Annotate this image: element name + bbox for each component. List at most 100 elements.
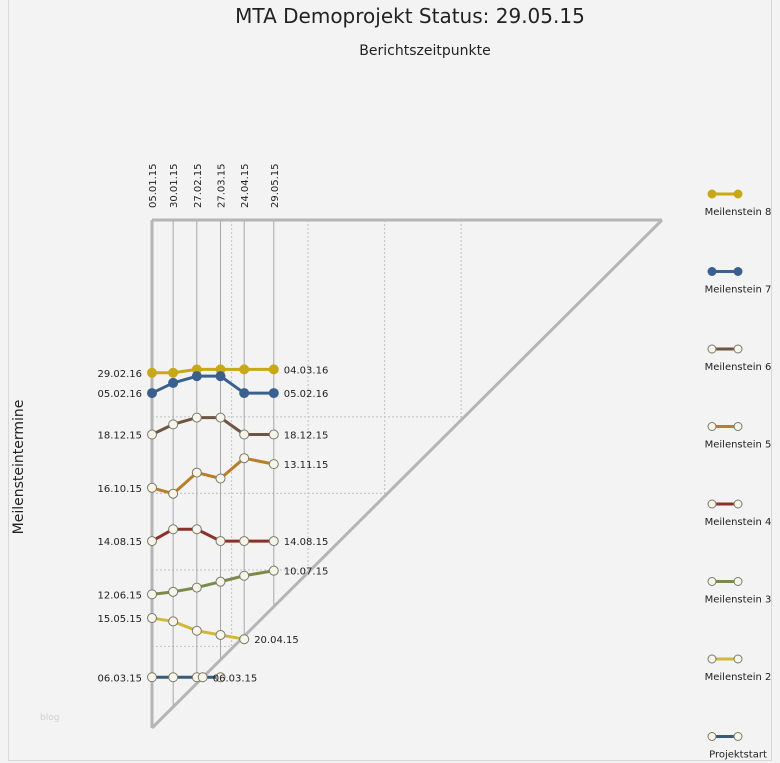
series-meilenstein-4: [147, 524, 279, 547]
chart-frame: [8, 0, 772, 761]
data-point: [168, 367, 179, 378]
legend-label: Projektstart: [709, 750, 767, 761]
data-point: [168, 586, 179, 597]
end-date-label: 13.11.15: [284, 460, 329, 471]
start-date-label: 15.05.15: [97, 614, 142, 625]
data-point: [191, 524, 202, 535]
legend-marker: [707, 189, 717, 199]
legend-marker: [707, 344, 717, 354]
x-tick-label: 24.04.15: [240, 163, 251, 208]
legend-marker: [707, 422, 717, 431]
series-projektstart: [147, 672, 226, 683]
legend-label: Meilenstein 6: [705, 362, 772, 373]
legend-marker: [733, 344, 743, 354]
data-point: [215, 629, 226, 640]
data-point: [147, 388, 157, 399]
data-point: [168, 616, 179, 627]
data-point: [147, 482, 157, 493]
legend-label: Meilenstein 5: [705, 440, 772, 451]
data-point: [168, 524, 179, 535]
diagonal-line: [150, 218, 664, 730]
series-meilenstein-6: [147, 412, 279, 440]
legend-label: Meilenstein 7: [705, 285, 772, 296]
legend-marker: [733, 654, 743, 664]
data-point: [215, 473, 226, 484]
legend-marker: [733, 732, 743, 741]
legend-label: Meilenstein 4: [705, 517, 772, 528]
end-date-label: 10.07.15: [284, 567, 329, 578]
end-date-label: 18.12.15: [284, 431, 329, 442]
legend-item: Meilenstein 4: [705, 499, 772, 528]
data-point: [147, 536, 157, 547]
legend-item: Meilenstein 8: [705, 189, 772, 218]
legend-label: Meilenstein 8: [705, 207, 772, 218]
data-point: [168, 488, 179, 499]
legend-item: Meilenstein 3: [705, 577, 772, 606]
data-point: [239, 429, 250, 440]
legend-label: Meilenstein 2: [705, 672, 772, 683]
start-date-label: 12.06.15: [97, 590, 142, 601]
legend-marker: [733, 577, 743, 586]
y-axis-label: Meilensteintermine: [11, 400, 27, 535]
x-tick-label: 05.01.15: [148, 163, 159, 208]
data-point: [239, 536, 250, 547]
series-meilenstein-5: [147, 453, 279, 499]
legend-marker: [733, 499, 743, 509]
end-date-label: 04.03.16: [284, 365, 329, 376]
legend-label: Meilenstein 3: [705, 595, 772, 606]
data-point: [147, 367, 157, 378]
end-date-label: 14.08.15: [284, 537, 329, 548]
data-point: [191, 467, 202, 478]
watermark: blog: [40, 713, 59, 723]
legend-marker: [707, 499, 717, 509]
data-point: [215, 412, 226, 423]
legend-marker: [707, 654, 717, 664]
x-tick-label: 27.02.15: [193, 163, 204, 208]
start-date-label: 05.02.16: [97, 389, 142, 400]
data-point: [147, 672, 157, 683]
series-meilenstein-2: [147, 613, 250, 645]
data-point: [239, 570, 250, 581]
data-point: [215, 371, 226, 382]
data-point: [268, 459, 279, 470]
legend-marker: [707, 267, 717, 276]
data-point: [268, 536, 279, 547]
data-point: [268, 565, 279, 576]
data-point: [147, 429, 157, 440]
start-date-label: 16.10.15: [97, 484, 142, 495]
data-point: [239, 634, 250, 645]
start-date-label: 29.02.16: [97, 369, 142, 380]
end-date-label: 20.04.15: [254, 635, 299, 646]
legend-marker: [733, 189, 743, 199]
chart-title: MTA Demoprojekt Status: 29.05.15: [235, 4, 585, 28]
series-line: [151, 456, 275, 496]
legend-item: Meilenstein 6: [705, 344, 772, 373]
data-point: [215, 536, 226, 547]
data-point: [168, 377, 179, 388]
data-point: [168, 672, 179, 683]
series-meilenstein-7: [147, 371, 279, 399]
x-tick-label: 30.01.15: [169, 163, 180, 208]
data-point: [191, 412, 202, 423]
data-point: [239, 364, 250, 375]
legend-item: Meilenstein 5: [705, 422, 772, 451]
end-date-label: 06.03.15: [213, 673, 258, 684]
start-date-label: 06.03.15: [97, 673, 142, 684]
data-point: [147, 613, 157, 624]
x-axis-label: Berichtszeitpunkte: [359, 43, 490, 59]
data-point: [268, 388, 279, 399]
end-date-label: 05.02.16: [284, 389, 329, 400]
legend-item: Meilenstein 2: [705, 654, 772, 683]
x-tick-label: 29.05.15: [270, 163, 281, 208]
x-tick-label: 27.03.15: [217, 163, 228, 208]
data-point: [191, 625, 202, 636]
start-date-label: 14.08.15: [97, 537, 142, 548]
data-point: [197, 672, 208, 683]
data-point: [239, 453, 250, 464]
series-meilenstein-8: [147, 364, 279, 378]
data-point: [239, 388, 250, 399]
series-meilenstein-3: [147, 565, 279, 600]
legend-item: Meilenstein 7: [705, 267, 772, 296]
legend-marker: [733, 267, 743, 276]
